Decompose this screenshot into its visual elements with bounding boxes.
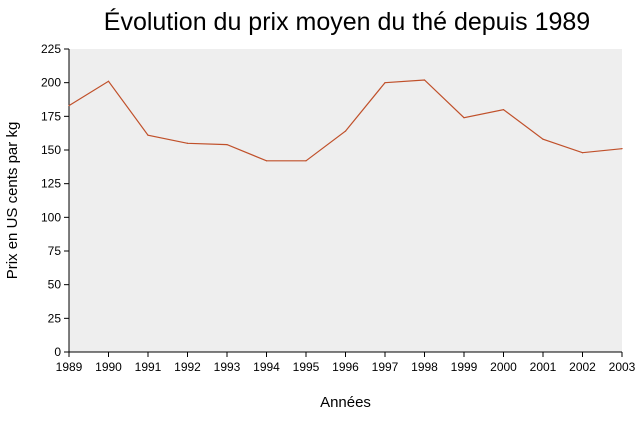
y-axis-ticks: 0 25 50 75 100 125 150 175 200 225	[41, 42, 69, 359]
y-tick-label: 50	[48, 278, 62, 292]
data-point	[621, 148, 623, 150]
x-tick-label: 1993	[214, 360, 241, 374]
y-tick-label: 100	[41, 210, 61, 224]
data-point	[107, 80, 110, 82]
data-point	[186, 142, 189, 144]
y-tick-label: 75	[48, 244, 62, 258]
data-point	[502, 109, 505, 111]
y-tick-label: 150	[41, 143, 61, 157]
x-tick-label: 1995	[293, 360, 320, 374]
data-point	[147, 134, 149, 136]
y-tick-label: 225	[41, 42, 61, 56]
x-axis-ticks: 1989 1990 1991 1992 1993 1994 1995 1996 1997 1998…	[56, 352, 636, 374]
data-point	[344, 130, 347, 132]
x-tick-label: 2000	[490, 360, 517, 374]
series-group	[68, 79, 623, 162]
y-tick-label: 200	[41, 76, 61, 90]
x-tick-label: 1990	[95, 360, 122, 374]
chart-title: Évolution du prix moyen du thé depuis 19…	[103, 8, 591, 36]
y-tick-label: 25	[48, 311, 62, 325]
x-tick-label: 2003	[609, 360, 636, 374]
x-tick-label: 1989	[56, 360, 83, 374]
plot-area	[69, 49, 622, 352]
data-point	[68, 104, 70, 107]
x-tick-label: 1991	[135, 360, 162, 374]
data-point	[265, 160, 268, 162]
x-tick-label: 1998	[411, 360, 438, 374]
data-point	[463, 117, 465, 119]
y-tick-label: 0	[54, 345, 61, 359]
data-point	[305, 160, 307, 162]
x-tick-label: 1997	[372, 360, 399, 374]
y-axis-label: Prix en US cents par kg	[4, 122, 21, 280]
x-tick-label: 1996	[332, 360, 359, 374]
x-axis-label: Années	[320, 394, 371, 411]
data-point	[581, 152, 584, 154]
x-tick-label: 1992	[174, 360, 201, 374]
data-point	[384, 82, 386, 84]
x-tick-label: 1994	[253, 360, 280, 374]
data-point	[226, 144, 228, 146]
data-point	[542, 138, 544, 140]
y-tick-label: 125	[41, 177, 61, 191]
y-tick-label: 175	[41, 109, 61, 123]
x-tick-label: 1999	[451, 360, 478, 374]
data-point	[423, 79, 426, 81]
x-tick-label: 2001	[530, 360, 557, 374]
x-tick-label: 2002	[569, 360, 596, 374]
